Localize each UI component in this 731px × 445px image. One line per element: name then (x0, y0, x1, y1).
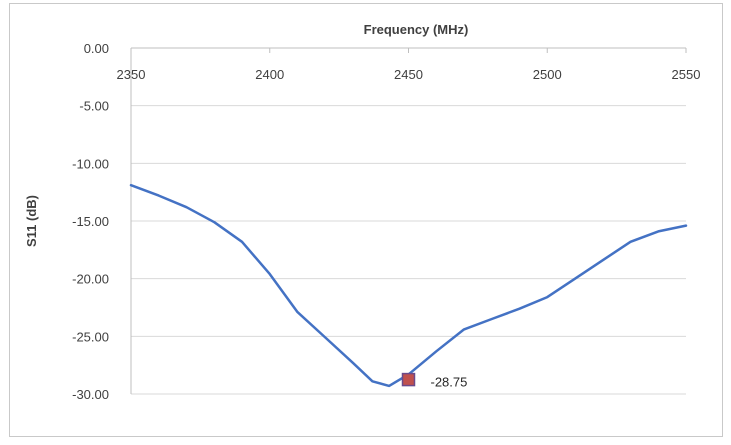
y-tick-label: -10.00 (72, 156, 109, 171)
grid-layer (131, 47, 686, 395)
y-tick-label: -5.00 (79, 99, 109, 114)
series-line (129, 183, 688, 388)
y-tick-label: -20.00 (72, 272, 109, 287)
y-tick-label: 0.00 (84, 41, 109, 56)
y-tick-label: -25.00 (72, 329, 109, 344)
x-axis-title: Frequency (MHz) (364, 22, 469, 37)
x-tick-label: 2400 (255, 67, 284, 82)
y-tick-label: -30.00 (72, 387, 109, 402)
chart-area (9, 3, 723, 437)
x-tick-label: 2450 (394, 67, 423, 82)
marker-layer: -28.75 (401, 372, 468, 390)
y-axis-title: S11 (dB) (24, 195, 39, 247)
data-point-marker (401, 372, 416, 387)
x-tick-label: 2550 (672, 67, 701, 82)
axis-layer: 0.00 -5.00 -10.00 -15.00 -20.00 -25.00 -30.00 2… (72, 41, 700, 402)
y-tick-label: -15.00 (72, 214, 109, 229)
x-tick-label: 2350 (117, 67, 146, 82)
x-tick-label: 2500 (533, 67, 562, 82)
data-label: -28.75 (431, 375, 468, 390)
series-layer (129, 183, 688, 388)
